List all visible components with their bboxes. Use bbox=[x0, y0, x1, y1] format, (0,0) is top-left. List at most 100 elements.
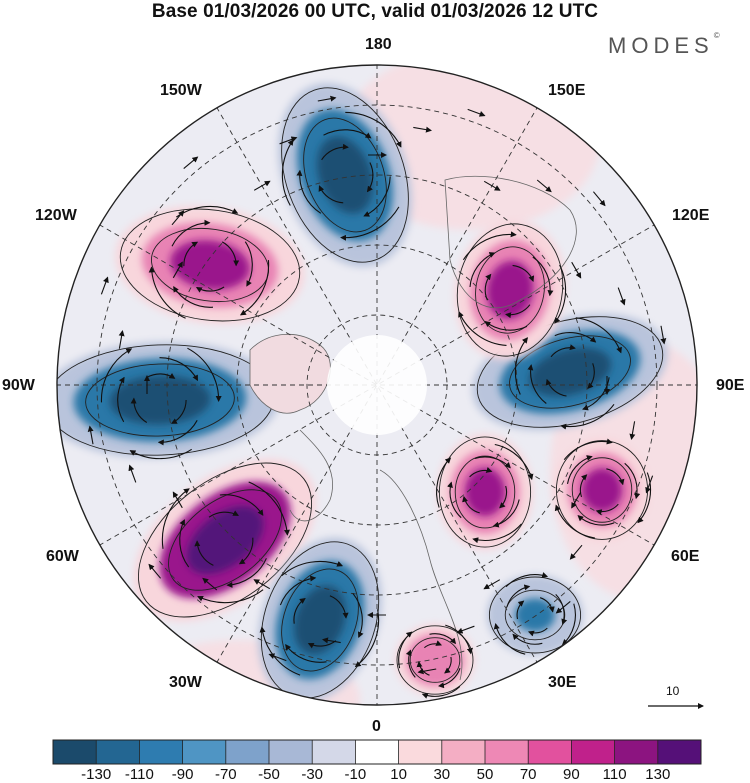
wind-streamline bbox=[195, 286, 225, 293]
polar-cap bbox=[327, 335, 427, 435]
wind-vector bbox=[253, 579, 271, 590]
wind-streamline bbox=[447, 481, 462, 519]
wind-streamline bbox=[173, 285, 214, 308]
anomaly-blob-65e bbox=[554, 438, 650, 542]
wind-streamline bbox=[499, 485, 508, 509]
wind-vector bbox=[617, 287, 626, 306]
wind-vector bbox=[317, 95, 337, 102]
wind-streamline bbox=[226, 558, 267, 588]
lon-label-180: 180 bbox=[365, 36, 392, 53]
anomaly-blob-20e bbox=[395, 624, 475, 696]
wind-streamline bbox=[244, 241, 253, 287]
wind-streamline bbox=[469, 252, 496, 288]
brand-name: MODES bbox=[608, 33, 714, 58]
wind-streamline bbox=[421, 686, 461, 699]
wind-vectors bbox=[87, 95, 667, 699]
colorbar-swatch bbox=[571, 740, 615, 764]
colorbar-tick-label: -30 bbox=[301, 766, 324, 783]
wind-streamline bbox=[183, 241, 199, 267]
wind-vector bbox=[569, 544, 583, 560]
lon-label-90w: 90W bbox=[2, 377, 35, 394]
wind-streamline bbox=[560, 403, 615, 430]
wind-streamline bbox=[462, 495, 480, 514]
wind-vector bbox=[571, 491, 582, 509]
colorbar-tick-label: 110 bbox=[602, 766, 627, 783]
colorbar-swatch bbox=[657, 740, 702, 764]
colorbar-swatch bbox=[269, 740, 313, 764]
wind-vector bbox=[87, 425, 94, 445]
wind-streamline bbox=[221, 241, 240, 267]
wind-vector bbox=[118, 330, 125, 349]
wind-streamline bbox=[575, 317, 622, 354]
wind-streamline bbox=[117, 376, 125, 423]
wind-streamline bbox=[577, 515, 615, 526]
colorbar-swatch bbox=[53, 740, 97, 764]
wind-vector bbox=[456, 625, 475, 634]
wind-streamline bbox=[436, 457, 452, 508]
wind-streamline bbox=[561, 603, 576, 646]
wind-streamline bbox=[340, 206, 400, 241]
colorbar-tick-label: -10 bbox=[344, 766, 367, 783]
colorbar-tick-label: -110 bbox=[124, 766, 154, 783]
wind-streamline bbox=[129, 448, 192, 460]
wind-streamline bbox=[532, 256, 554, 297]
lon-label-150e: 150E bbox=[548, 82, 586, 99]
wind-streamline bbox=[472, 523, 522, 544]
wind-vector bbox=[268, 653, 287, 662]
wind-streamline bbox=[554, 332, 597, 343]
wind-streamline bbox=[554, 264, 567, 324]
colorbar-swatch bbox=[225, 740, 270, 764]
wind-streamline bbox=[550, 344, 576, 358]
colorbar-swatch bbox=[614, 740, 659, 764]
wind-streamline bbox=[595, 503, 619, 516]
wind-streamline bbox=[539, 597, 555, 613]
lon-label-120e: 120E bbox=[672, 207, 710, 224]
colorbar-tick-label: 90 bbox=[563, 766, 580, 783]
wind-vector bbox=[592, 191, 606, 207]
wind-vector bbox=[571, 261, 582, 279]
anomaly-blob-165e bbox=[278, 83, 412, 267]
wind-streamline bbox=[354, 609, 380, 668]
wind-streamline bbox=[474, 456, 511, 469]
lon-label-60e: 60E bbox=[671, 548, 700, 565]
wind-streamline bbox=[512, 633, 543, 645]
wind-streamline bbox=[469, 467, 493, 478]
colorbar-tick-label: 50 bbox=[476, 766, 494, 783]
lon-label-90e: 90E bbox=[716, 377, 745, 394]
wind-streamline bbox=[170, 399, 187, 424]
wind-streamline bbox=[514, 337, 529, 395]
wind-streamline bbox=[281, 139, 294, 206]
wind-streamline bbox=[554, 504, 595, 539]
wind-vector bbox=[483, 579, 501, 590]
meridian-line bbox=[90, 219, 664, 551]
wind-streamline bbox=[527, 627, 548, 637]
wind-streamline bbox=[187, 347, 222, 402]
wind-streamline bbox=[506, 584, 531, 608]
wind-streamline bbox=[208, 510, 239, 518]
wind-streamline bbox=[424, 640, 443, 649]
colorbar-tick-label: -70 bbox=[214, 766, 237, 783]
wind-vector bbox=[128, 464, 137, 483]
wind-vector bbox=[629, 421, 636, 440]
wind-streamline bbox=[624, 462, 641, 500]
wind-streamline bbox=[197, 589, 264, 604]
wind-vector bbox=[322, 637, 341, 644]
wind-streamline bbox=[563, 438, 613, 461]
wind-vector bbox=[645, 475, 654, 494]
wind-streamline bbox=[279, 575, 317, 606]
wind-streamline bbox=[157, 420, 198, 446]
lon-label-30w: 30W bbox=[169, 674, 202, 691]
meridian-line bbox=[211, 98, 543, 672]
wind-streamline bbox=[239, 260, 270, 316]
wind-vector bbox=[100, 276, 109, 295]
wind-vector bbox=[253, 180, 271, 191]
wind-streamline bbox=[582, 377, 610, 411]
lon-label-60w: 60W bbox=[46, 548, 79, 565]
wind-streamline bbox=[248, 481, 290, 536]
wind-streamline bbox=[398, 631, 413, 669]
map-title: Base 01/03/2026 00 UTC, valid 01/03/2026… bbox=[151, 1, 599, 22]
colorbar-swatch bbox=[398, 740, 443, 764]
colorbar-swatch bbox=[182, 740, 227, 764]
brand-logo: MODES© bbox=[608, 31, 720, 59]
reference-vector-value: 10 bbox=[666, 684, 680, 698]
